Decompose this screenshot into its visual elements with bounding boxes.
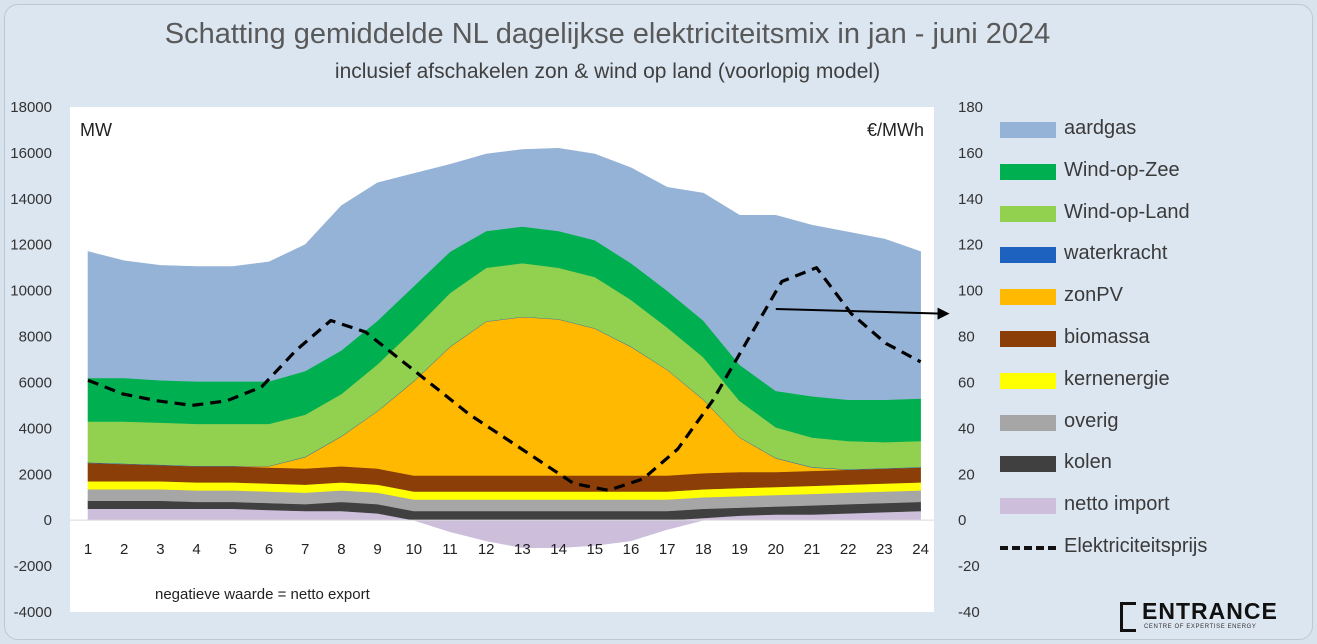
x-tick-label: 17 <box>659 541 676 558</box>
y-tick-label: 16000 <box>10 145 52 162</box>
x-tick-label: 13 <box>514 541 531 558</box>
price-line <box>87 266 922 492</box>
legend-swatch <box>1000 545 1056 550</box>
y-tick-label: 4000 <box>19 420 52 437</box>
x-tick-label: 22 <box>840 541 857 558</box>
legend-swatch <box>1000 289 1056 306</box>
y2-tick-label: 160 <box>958 145 983 162</box>
x-tick-label: 9 <box>373 541 381 558</box>
entrance-logo: ENTRANCE CENTRE OF EXPERTISE ENERGY <box>1120 598 1310 638</box>
y2-tick-label: -20 <box>958 558 980 575</box>
legend-label: Wind-op-Land <box>1064 200 1190 223</box>
y-tick-label: 6000 <box>19 374 52 391</box>
legend-swatch <box>1000 372 1056 389</box>
legend-swatch <box>1000 163 1056 180</box>
y-tick-label: 0 <box>44 512 52 529</box>
y2-tick-label: 40 <box>958 420 975 437</box>
legend-label: overig <box>1064 409 1119 432</box>
y2-tick-label: 60 <box>958 374 975 391</box>
y-tick-label: 8000 <box>19 329 52 346</box>
legend-swatch <box>1000 456 1056 473</box>
y-tick-label: -4000 <box>14 604 52 621</box>
area-aardgas <box>87 147 921 400</box>
x-tick-label: 4 <box>192 541 200 558</box>
y-axis-unit: MW <box>80 120 112 140</box>
y2-tick-label: 120 <box>958 237 983 254</box>
legend-label: kernenergie <box>1064 367 1170 390</box>
y2-tick-label: 180 <box>958 99 983 116</box>
legend-swatch <box>1000 414 1056 431</box>
x-tick-label: 19 <box>731 541 748 558</box>
legend-swatch <box>1000 247 1056 264</box>
x-tick-label: 5 <box>229 541 237 558</box>
legend-label: Elektriciteitsprijs <box>1064 534 1208 557</box>
legend-swatch <box>1000 498 1056 515</box>
x-tick-label: 10 <box>405 541 422 558</box>
x-tick-label: 7 <box>301 541 309 558</box>
legend-label: kolen <box>1064 451 1112 474</box>
x-tick-label: 15 <box>586 541 603 558</box>
x-tick-label: 24 <box>912 541 929 558</box>
entrance-logo-mark-icon <box>1120 602 1136 632</box>
legend-swatch <box>1000 122 1056 138</box>
x-tick-label: 11 <box>442 541 458 558</box>
y-tick-label: 10000 <box>10 283 52 300</box>
y2-tick-label: 140 <box>958 191 983 208</box>
legend-label: aardgas <box>1064 117 1137 139</box>
price-axis-arrowhead <box>937 307 950 320</box>
x-tick-label: 14 <box>550 541 567 558</box>
y2-axis-unit: €/MWh <box>867 120 924 140</box>
legend-swatch <box>1000 330 1056 347</box>
x-tick-label: 23 <box>876 541 893 558</box>
chart-subtitle: inclusief afschakelen zon & wind op land… <box>334 60 881 83</box>
chart-annotation: negatieve waarde = netto export <box>155 586 371 603</box>
x-tick-label: 2 <box>120 541 128 558</box>
logo-name: ENTRANCE <box>1142 598 1278 624</box>
x-tick-label: 18 <box>695 541 712 558</box>
x-tick-label: 16 <box>623 541 640 558</box>
y2-tick-label: 0 <box>958 512 966 529</box>
y-tick-label: -2000 <box>14 558 52 575</box>
legend-label: biomassa <box>1064 325 1150 348</box>
x-tick-label: 12 <box>478 541 495 558</box>
legend-label: Wind-op-Zee <box>1064 158 1180 181</box>
y2-tick-label: -40 <box>958 604 980 621</box>
x-tick-label: 8 <box>337 541 345 558</box>
legend-label: zonPV <box>1064 284 1123 307</box>
y2-tick-label: 80 <box>958 329 975 346</box>
x-tick-label: 21 <box>804 541 821 558</box>
y-tick-label: 14000 <box>10 191 52 208</box>
y2-tick-label: 20 <box>958 466 975 483</box>
legend-label: netto import <box>1064 493 1170 516</box>
y-tick-label: 2000 <box>19 466 52 483</box>
price-axis-arrow <box>775 308 942 315</box>
logo-tagline: CENTRE OF EXPERTISE ENERGY <box>1144 624 1257 630</box>
y2-tick-label: 100 <box>958 283 983 300</box>
y-tick-label: 18000 <box>10 99 52 116</box>
x-tick-label: 20 <box>767 541 784 558</box>
x-tick-label: 1 <box>84 541 92 558</box>
legend-label: waterkracht <box>1064 242 1168 265</box>
x-tick-label: 3 <box>156 541 164 558</box>
x-tick-label: 6 <box>265 541 273 558</box>
chart-title: Schatting gemiddelde NL dagelijkse elekt… <box>164 18 1051 50</box>
y-tick-label: 12000 <box>10 237 52 254</box>
legend-swatch <box>1000 205 1056 222</box>
